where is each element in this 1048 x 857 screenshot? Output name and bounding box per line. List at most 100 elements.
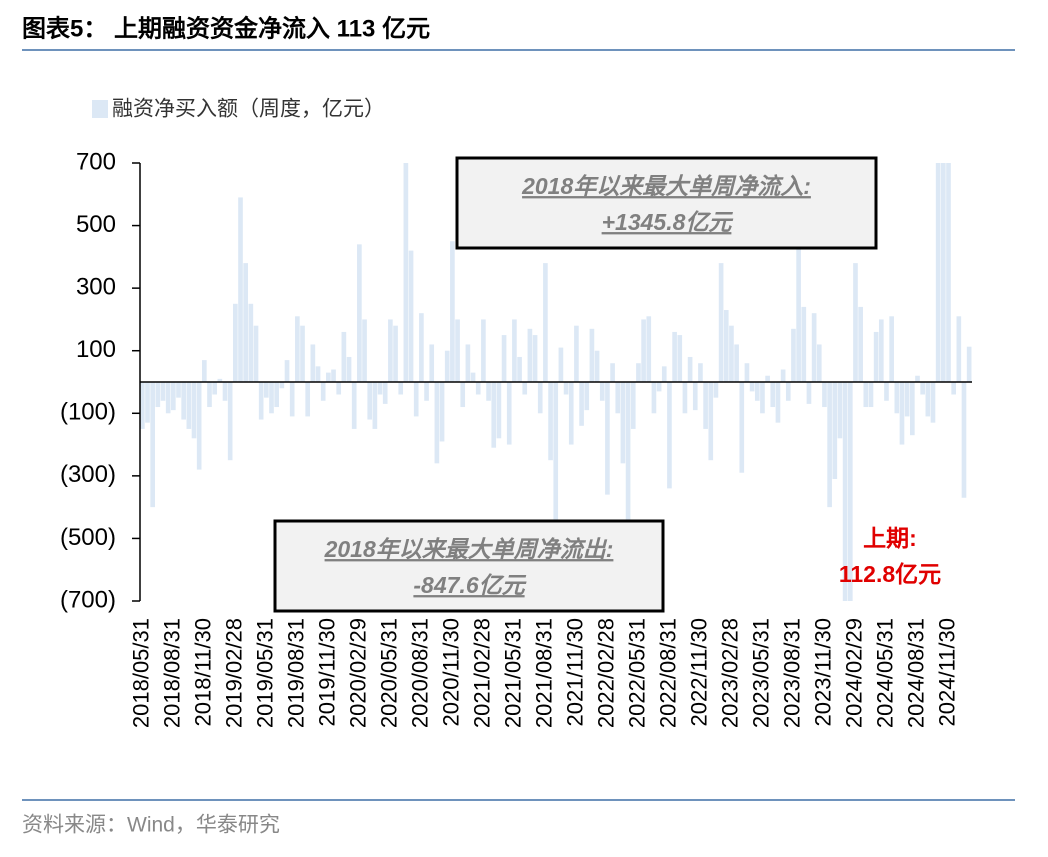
bar [677, 335, 683, 382]
y-tick-label: (500) [60, 524, 116, 551]
x-tick-label: 2019/11/30 [314, 618, 339, 726]
bar [791, 328, 796, 382]
bar [305, 382, 311, 417]
bar [692, 382, 698, 411]
bar [904, 382, 910, 417]
bar [351, 382, 357, 429]
bar [362, 319, 367, 382]
x-tick-label: 2018/11/30 [190, 618, 215, 726]
bar [517, 356, 522, 382]
bar [863, 382, 869, 408]
bar [847, 382, 853, 601]
bar [160, 382, 166, 401]
bar [377, 382, 383, 395]
bar [925, 382, 931, 417]
x-tick-label: 2024/11/30 [935, 618, 960, 726]
bar [543, 263, 548, 382]
bar [501, 335, 507, 382]
bar [367, 382, 373, 420]
bar [594, 350, 600, 382]
bar [961, 382, 967, 498]
bar [641, 319, 646, 382]
bar [667, 382, 672, 489]
bar [496, 382, 502, 439]
x-tick-label: 2021/05/31 [500, 618, 525, 728]
y-tick-label: 100 [76, 336, 116, 363]
bar [413, 382, 419, 417]
bar [419, 313, 424, 382]
bar [739, 382, 745, 473]
x-tick-label: 2019/05/31 [252, 618, 277, 728]
bar [264, 382, 269, 398]
bar [233, 303, 238, 382]
bar [873, 331, 879, 382]
bar [765, 375, 770, 382]
bar [661, 366, 667, 382]
bar [837, 382, 843, 439]
annotation-text: +1345.8亿元 [602, 209, 734, 235]
bar [155, 382, 161, 408]
bar [899, 382, 905, 445]
bar [491, 382, 497, 448]
bar [672, 331, 677, 382]
x-tick-label: 2021/08/31 [531, 618, 556, 728]
bar [269, 382, 274, 414]
bar [176, 382, 181, 398]
bar [434, 382, 440, 464]
bar [940, 163, 946, 383]
bar [951, 382, 956, 395]
bar [827, 382, 832, 508]
x-tick-label: 2022/11/30 [687, 618, 712, 726]
bar [568, 382, 574, 445]
bar [444, 350, 450, 382]
x-tick-label: 2019/08/31 [283, 618, 308, 728]
bar [966, 346, 972, 382]
bar [749, 382, 755, 392]
bar [227, 382, 233, 461]
bar [574, 325, 579, 382]
bar [729, 325, 734, 382]
bar [512, 319, 517, 382]
bar [796, 247, 801, 382]
bar [486, 382, 491, 401]
bar [320, 382, 326, 401]
bar [584, 382, 590, 411]
bar [140, 382, 145, 429]
bar [610, 363, 615, 382]
bar [382, 382, 388, 404]
bar [393, 325, 398, 382]
bar [248, 303, 254, 382]
bar [424, 382, 429, 401]
bar [605, 382, 610, 495]
bar [253, 325, 259, 382]
bar [289, 382, 295, 417]
x-tick-label: 2022/05/31 [624, 618, 649, 728]
bar [811, 313, 817, 382]
x-tick-label: 2018/05/31 [128, 618, 153, 728]
last-value-label: 上期: [863, 525, 917, 551]
bar [300, 325, 305, 382]
bar [506, 382, 512, 445]
bar [651, 382, 657, 414]
last-value-label: 112.8亿元 [839, 561, 941, 587]
bar [465, 344, 471, 382]
bar [760, 382, 765, 414]
bar [785, 382, 791, 401]
bar [703, 382, 708, 429]
bar [341, 331, 347, 382]
y-tick-label: 300 [76, 273, 116, 300]
y-tick-label: (300) [60, 461, 116, 488]
bar [889, 316, 894, 382]
bar [915, 375, 920, 382]
x-tick-label: 2024/02/29 [842, 618, 867, 728]
x-tick-label: 2024/05/31 [873, 618, 898, 728]
bar [150, 382, 155, 508]
bar [429, 344, 435, 382]
bar [708, 382, 714, 461]
bar [284, 360, 290, 382]
bar [770, 382, 776, 408]
x-tick-label: 2020/11/30 [438, 618, 463, 726]
x-tick-label: 2022/08/31 [656, 618, 681, 728]
